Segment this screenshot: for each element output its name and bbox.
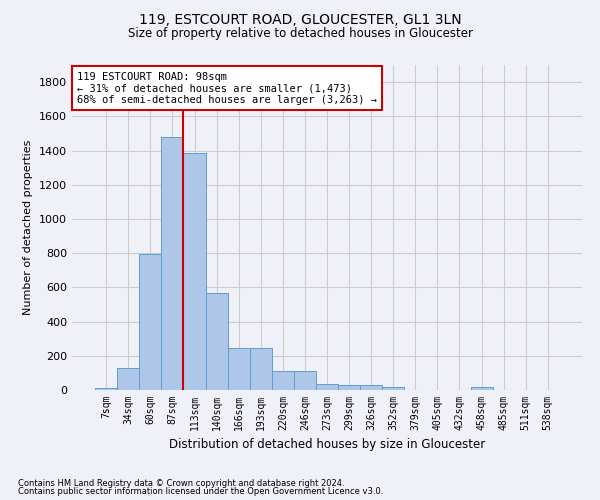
Bar bbox=[470, 387, 493, 390]
Bar bbox=[316, 384, 338, 390]
Text: 119 ESTCOURT ROAD: 98sqm
← 31% of detached houses are smaller (1,473)
68% of sem: 119 ESTCOURT ROAD: 98sqm ← 31% of detach… bbox=[77, 72, 377, 104]
Bar bbox=[184, 153, 206, 390]
Bar bbox=[227, 348, 250, 390]
Text: Contains HM Land Registry data © Crown copyright and database right 2024.: Contains HM Land Registry data © Crown c… bbox=[18, 478, 344, 488]
Y-axis label: Number of detached properties: Number of detached properties bbox=[23, 140, 34, 315]
Text: Contains public sector information licensed under the Open Government Licence v3: Contains public sector information licen… bbox=[18, 487, 383, 496]
Bar bbox=[139, 254, 161, 390]
Bar bbox=[272, 370, 294, 390]
X-axis label: Distribution of detached houses by size in Gloucester: Distribution of detached houses by size … bbox=[169, 438, 485, 452]
Bar bbox=[95, 388, 117, 390]
Text: Size of property relative to detached houses in Gloucester: Size of property relative to detached ho… bbox=[128, 28, 473, 40]
Bar bbox=[117, 368, 139, 390]
Bar bbox=[250, 348, 272, 390]
Text: 119, ESTCOURT ROAD, GLOUCESTER, GL1 3LN: 119, ESTCOURT ROAD, GLOUCESTER, GL1 3LN bbox=[139, 12, 461, 26]
Bar bbox=[360, 385, 382, 390]
Bar bbox=[161, 137, 184, 390]
Bar bbox=[294, 370, 316, 390]
Bar bbox=[206, 292, 227, 390]
Bar bbox=[382, 387, 404, 390]
Bar bbox=[338, 385, 360, 390]
